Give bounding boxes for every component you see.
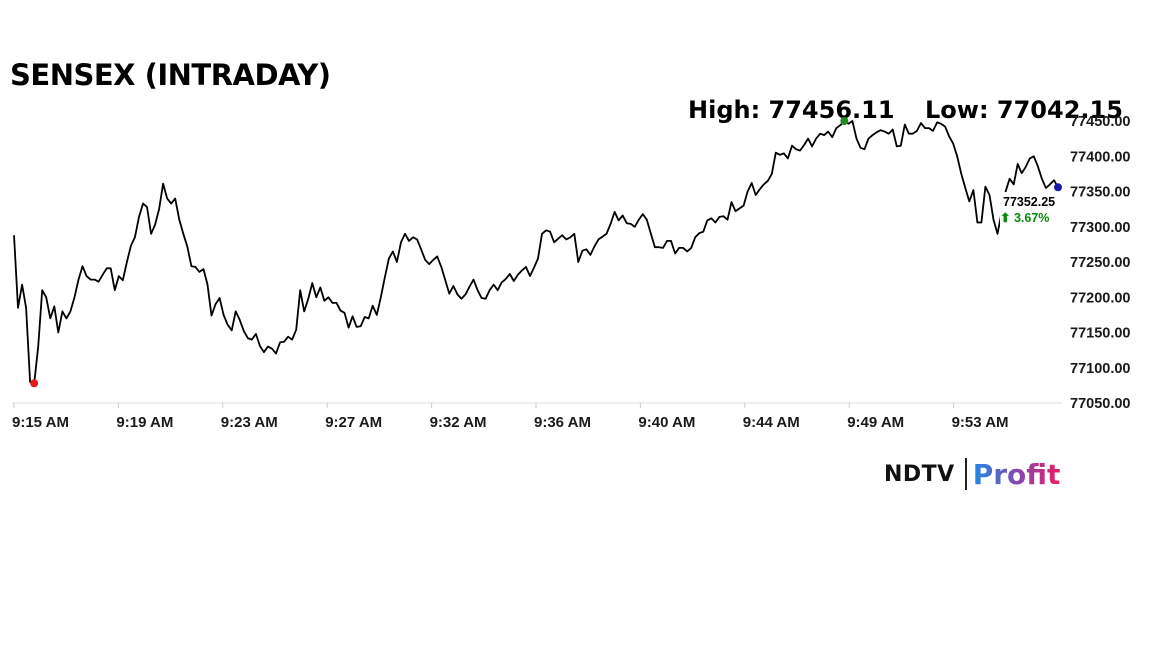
x-tick-label: 9:40 AM: [638, 414, 695, 431]
y-tick-label: 77400.00: [1070, 149, 1130, 165]
y-tick-label: 77050.00: [1070, 396, 1130, 412]
last-value-box: [1000, 192, 1064, 228]
y-tick-label: 77200.00: [1070, 290, 1130, 306]
x-tick-label: 9:49 AM: [847, 414, 904, 431]
chart-title: SENSEX (INTRADAY): [10, 58, 331, 92]
x-tick-label: 9:15 AM: [12, 414, 69, 431]
y-tick-label: 77100.00: [1070, 361, 1130, 377]
x-tick-label: 9:27 AM: [325, 414, 382, 431]
x-tick-label: 9:36 AM: [534, 414, 591, 431]
low-marker: [30, 379, 39, 388]
y-tick-label: 77150.00: [1070, 326, 1130, 342]
x-tick-label: 9:44 AM: [743, 414, 800, 431]
x-tick-label: 9:32 AM: [430, 414, 487, 431]
ndtv-wordmark: NDTV: [884, 461, 955, 487]
ndtv-profit-logo: NDTV Profit: [884, 456, 1060, 492]
y-axis: 77050.00 77100.00 77150.00 77200.00 77250.00…: [1070, 114, 1130, 412]
x-tick-label: 9:19 AM: [116, 414, 173, 431]
y-tick-label: 77450.00: [1070, 114, 1130, 130]
series-line: [13, 120, 1059, 385]
last-value-label: 77352.25: [1003, 195, 1055, 209]
last-marker: [1054, 183, 1062, 192]
x-tick-label: 9:53 AM: [952, 414, 1009, 431]
change-label: ⬆ 3.67%: [1000, 211, 1049, 225]
low-label: Low: 77042.15: [925, 96, 1123, 124]
logo-divider: [964, 458, 967, 490]
profit-wordmark: Profit: [972, 457, 1061, 491]
y-tick-label: 77350.00: [1070, 185, 1130, 201]
x-axis: 9:15 AM 9:19 AM 9:23 AM 9:27 AM 9:32 AM 9:36 …: [12, 403, 1009, 431]
x-tick-label: 9:23 AM: [221, 414, 278, 431]
high-marker: [840, 117, 849, 125]
y-tick-label: 77250.00: [1070, 255, 1130, 271]
y-tick-label: 77300.00: [1070, 220, 1130, 236]
high-label: High: 77456.11: [688, 96, 895, 124]
